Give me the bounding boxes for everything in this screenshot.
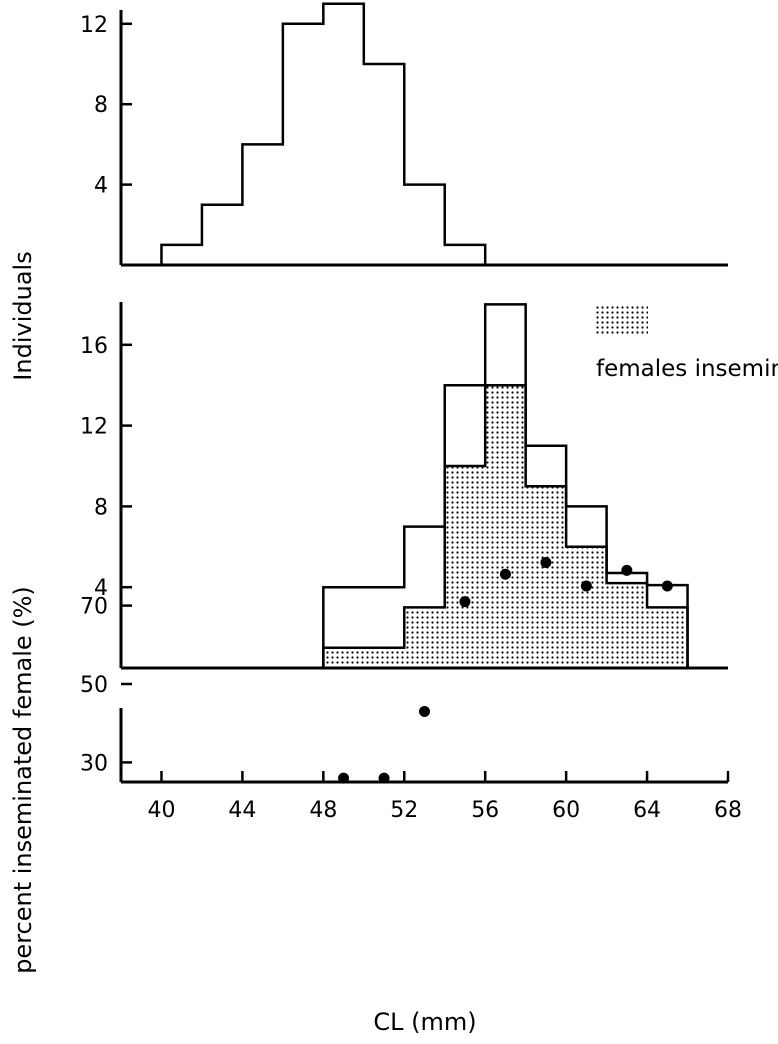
x-tick-label: 56 (471, 798, 499, 823)
middle-y-tick-label: 16 (80, 334, 108, 359)
data-point (419, 705, 430, 717)
top-y-tick-label: 4 (94, 174, 108, 199)
data-point (621, 564, 633, 576)
data-point (378, 772, 390, 784)
x-tick-label: 44 (228, 798, 256, 823)
data-point (580, 580, 592, 592)
x-tick-label: 68 (714, 798, 742, 823)
inseminated-bar (485, 385, 526, 668)
top-histogram-panel: 4 8 12 (80, 2, 728, 267)
x-axis-title: CL (mm) (373, 1008, 476, 1036)
inseminated-bar (404, 607, 445, 668)
top-histogram-outline (160, 2, 487, 265)
inseminated-bar (566, 546, 607, 668)
middle-y-tick-label: 8 (94, 495, 108, 520)
data-point (459, 596, 471, 608)
legend-swatch (596, 306, 648, 336)
inseminated-bar (606, 583, 648, 668)
y-axis-title-individuals: Individuals (9, 251, 37, 380)
legend-label: females inseminated (596, 356, 778, 382)
top-y-tick-label: 12 (80, 13, 108, 38)
top-y-tick-label: 8 (94, 93, 108, 118)
x-tick-label: 48 (309, 798, 337, 823)
middle-y-tick-label: 12 (80, 415, 108, 440)
x-tick-label: 40 (147, 798, 175, 823)
bottom-y-tick-label: 70 (80, 595, 108, 620)
inseminated-bar (363, 647, 405, 668)
y-axis-title-percent: percent inseminated female (%) (9, 586, 37, 974)
bottom-scatter-panel: 30 50 70 40 44 48 52 56 60 64 68 (80, 556, 742, 823)
middle-histogram-panel: 4 8 12 16 (80, 302, 728, 670)
x-tick-label: 64 (633, 798, 661, 823)
x-tick-label: 52 (390, 798, 418, 823)
legend: females inseminated (596, 306, 778, 382)
inseminated-bar (444, 466, 486, 668)
data-point (499, 568, 511, 580)
total-outline (322, 303, 689, 668)
inseminated-bar (647, 607, 688, 668)
inseminated-bar (525, 486, 567, 668)
x-tick-label: 60 (552, 798, 580, 823)
middle-y-tick-label: 4 (94, 576, 108, 601)
data-point (338, 772, 350, 784)
inseminated-bar (323, 647, 364, 668)
bottom-y-tick-label: 50 (80, 673, 108, 698)
bottom-y-tick-label: 30 (80, 751, 108, 776)
data-point (661, 580, 673, 592)
data-point (540, 556, 552, 568)
